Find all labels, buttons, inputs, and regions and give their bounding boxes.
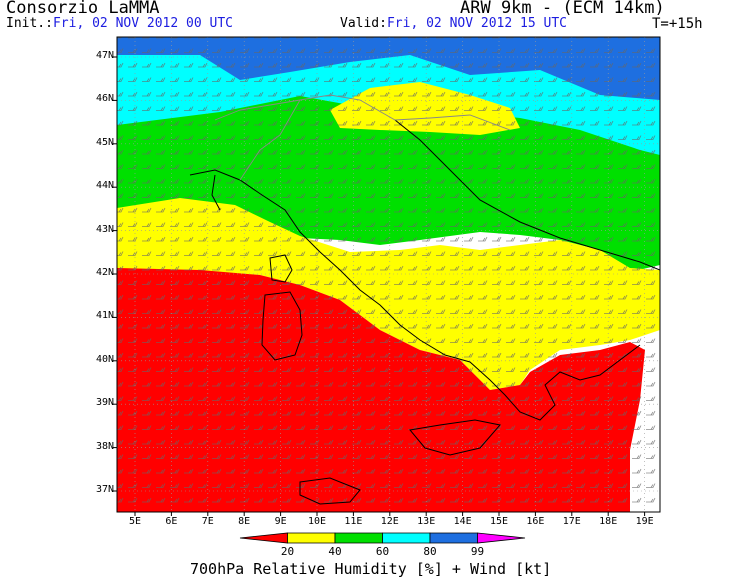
longitude-label: 7E [201, 516, 214, 527]
wind-barbs [117, 37, 660, 512]
longitude-label: 16E [526, 516, 545, 527]
latitude-label: 42N [95, 267, 114, 278]
organization-title: Consorzio LaMMA [6, 0, 160, 18]
colorbar-tick-label: 40 [328, 545, 342, 558]
colorbar-segment [287, 532, 336, 544]
colorbar-tick-label: 99 [470, 545, 485, 558]
colorbar-segment [239, 532, 288, 544]
colorbar-tick-label: 80 [423, 545, 437, 558]
init-time: Init.:Fri, 02 NOV 2012 00 UTC [6, 16, 233, 31]
colorbar-tick-label: 20 [280, 545, 295, 558]
longitude-label: 5E [128, 516, 142, 527]
longitude-label: 10E [307, 516, 327, 527]
colorbar [239, 532, 526, 544]
longitude-label: 12E [380, 516, 399, 527]
longitude-label: 14E [453, 516, 472, 527]
latitude-label: 43N [95, 223, 114, 235]
colorbar-segment [429, 532, 478, 544]
colorbar-segment [334, 532, 383, 544]
coastlines [189, 119, 660, 505]
valid-value: Fri, 02 NOV 2012 15 UTC [386, 16, 567, 31]
axis-ticks [113, 56, 646, 516]
valid-label: Valid: [340, 16, 387, 31]
longitude-label: 19E [635, 516, 654, 527]
init-label: Init.: [6, 16, 53, 31]
longitude-label: 13E [417, 516, 436, 527]
colorbar-tick-label: 60 [375, 545, 390, 558]
forecast-timestep: T=+15h [652, 16, 703, 32]
latitude-label: 47N [95, 50, 114, 61]
longitude-label: 17E [562, 516, 581, 527]
longitude-label: 18E [599, 516, 618, 527]
borders [214, 94, 511, 181]
latitude-label: 45N [95, 136, 114, 148]
init-value: Fri, 02 NOV 2012 00 UTC [52, 16, 233, 31]
latitude-label: 46N [95, 93, 114, 105]
graticule [117, 37, 660, 512]
map-caption: 700hPa Relative Humidity [%] + Wind [kt] [190, 560, 552, 578]
latitude-label: 37N [95, 484, 114, 495]
longitude-label: 11E [344, 516, 363, 527]
longitude-label: 9E [274, 516, 287, 527]
model-title: ARW 9km - (ECM 14km) [460, 0, 665, 18]
latitude-label: 40N [95, 353, 114, 365]
valid-time: Valid:Fri, 02 NOV 2012 15 UTC [340, 16, 567, 31]
latitude-label: 38N [95, 440, 114, 452]
latitude-label: 44N [95, 180, 114, 192]
longitude-label: 6E [165, 516, 178, 527]
colorbar-segment [382, 532, 431, 544]
longitude-label: 15E [489, 516, 509, 527]
colorbar-segment [477, 532, 526, 544]
longitude-label: 8E [238, 516, 251, 527]
latitude-label: 39N [95, 397, 114, 409]
latitude-label: 41N [95, 310, 114, 322]
